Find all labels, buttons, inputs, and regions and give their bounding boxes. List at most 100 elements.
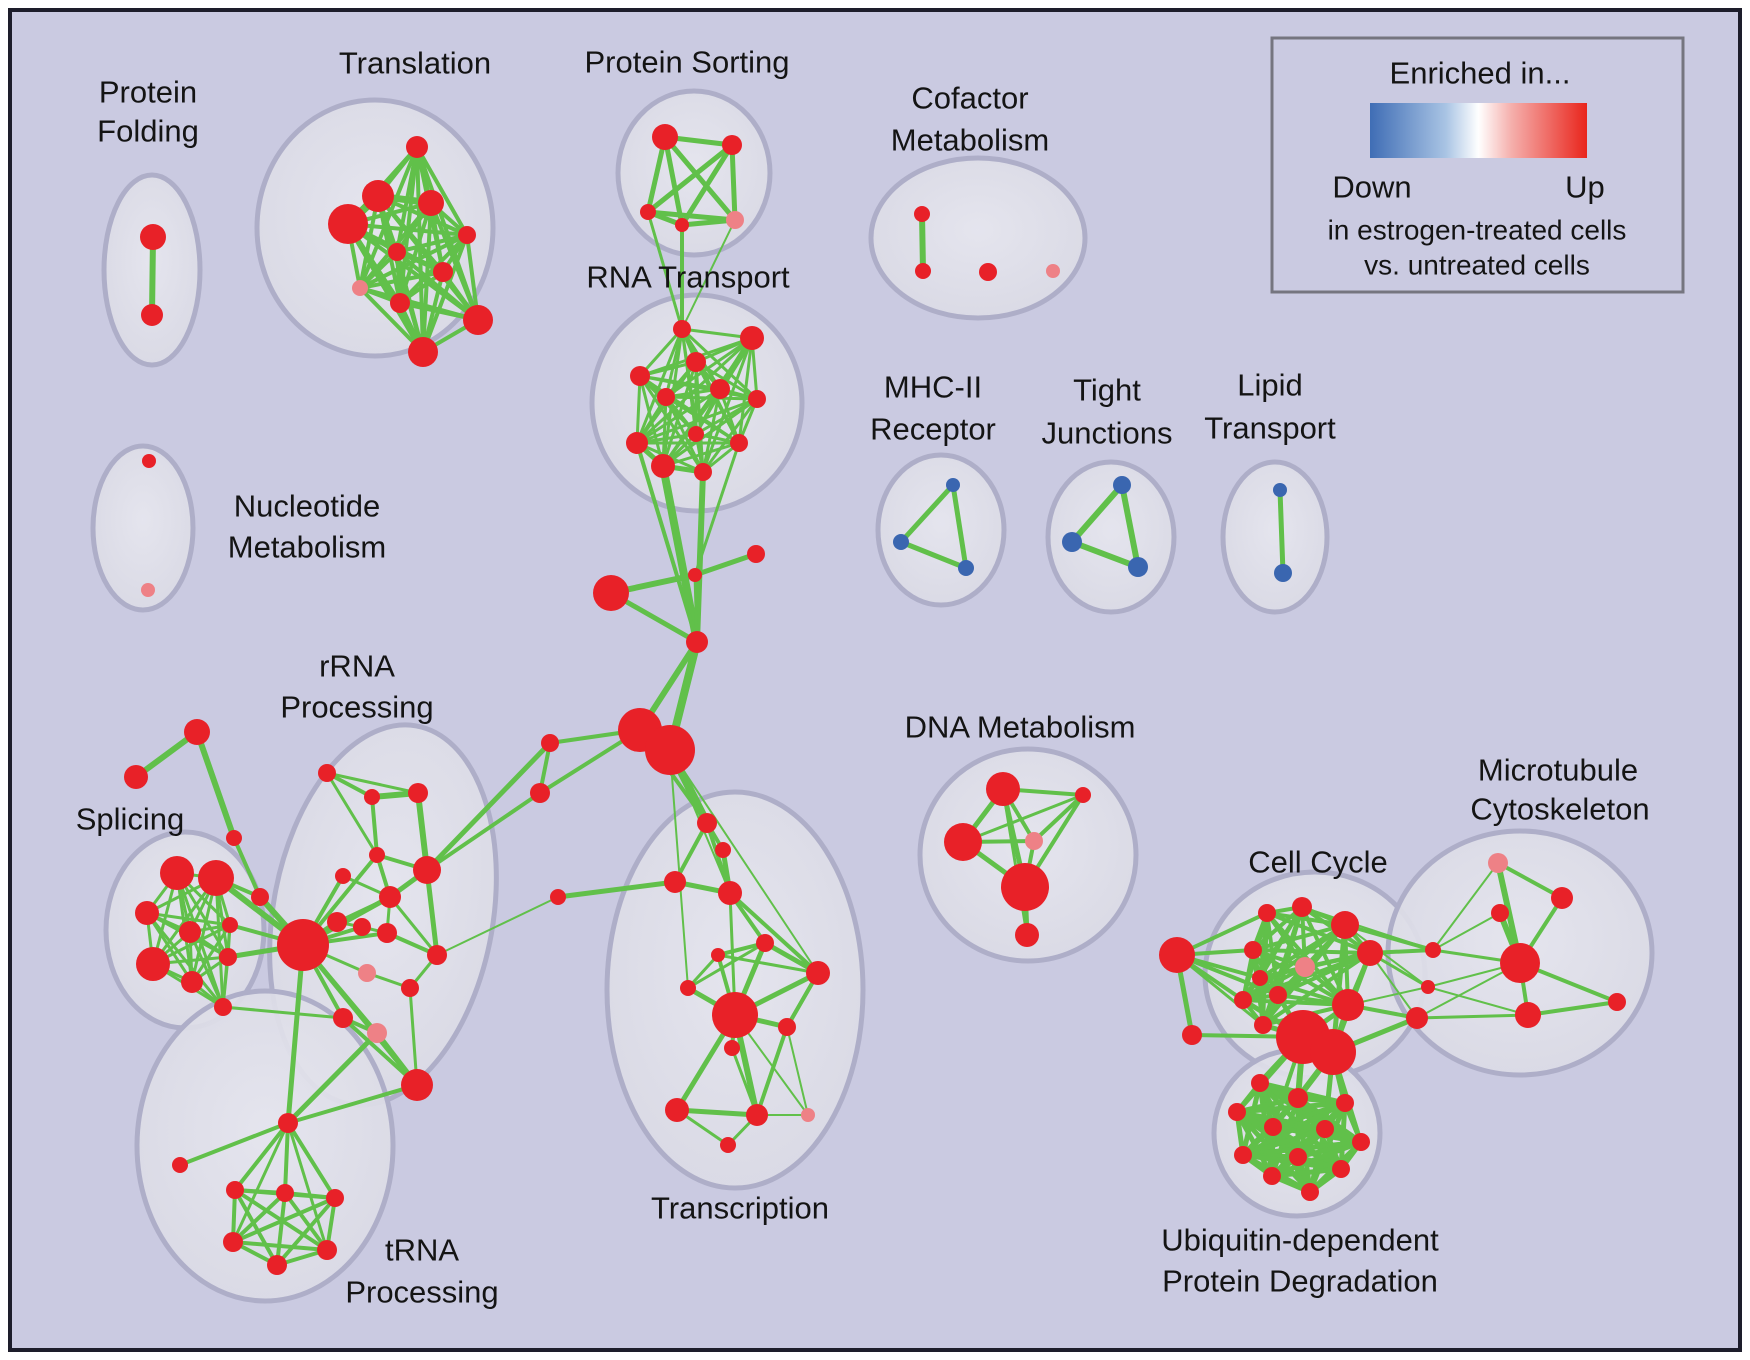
node-dm4[interactable] <box>1025 832 1043 850</box>
node-tr5[interactable] <box>458 226 476 244</box>
node-dm5[interactable] <box>1001 863 1049 911</box>
node-ps2[interactable] <box>722 135 742 155</box>
node-cn5[interactable] <box>541 734 559 752</box>
node-ts10[interactable] <box>801 1108 815 1122</box>
node-sp7[interactable] <box>181 971 203 993</box>
node-dm6[interactable] <box>1015 923 1039 947</box>
node-sp2[interactable] <box>198 860 234 896</box>
node-rr17[interactable] <box>401 1069 433 1101</box>
node-tp1[interactable] <box>278 1113 298 1133</box>
node-tj1[interactable] <box>1113 476 1131 494</box>
node-dm3[interactable] <box>944 823 982 861</box>
node-ch4[interactable] <box>718 881 742 905</box>
node-rr2[interactable] <box>364 789 380 805</box>
node-ps3[interactable] <box>640 204 656 220</box>
node-cc8[interactable] <box>1252 970 1268 986</box>
node-ps1[interactable] <box>652 124 678 150</box>
node-ts9[interactable] <box>746 1104 768 1126</box>
node-tr8[interactable] <box>352 280 368 296</box>
node-ub12[interactable] <box>1301 1183 1319 1201</box>
node-rr11[interactable] <box>377 923 397 943</box>
node-cc7[interactable] <box>1244 941 1262 959</box>
node-rr5[interactable] <box>335 868 351 884</box>
node-sp4[interactable] <box>179 921 201 943</box>
node-sp5[interactable] <box>222 917 238 933</box>
node-rt5[interactable] <box>657 388 675 406</box>
node-cc2[interactable] <box>1182 1025 1202 1045</box>
node-rt12[interactable] <box>694 463 712 481</box>
node-ps4[interactable] <box>675 218 689 232</box>
node-mc4[interactable] <box>1500 943 1540 983</box>
node-ts1[interactable] <box>756 934 774 952</box>
node-cn6[interactable] <box>530 783 550 803</box>
node-cc6[interactable] <box>1357 940 1383 966</box>
node-tp3[interactable] <box>226 1181 244 1199</box>
node-ub7[interactable] <box>1352 1133 1370 1151</box>
node-ub6[interactable] <box>1316 1120 1334 1138</box>
node-rt1[interactable] <box>673 320 691 338</box>
node-ts8[interactable] <box>665 1098 689 1122</box>
node-ts11[interactable] <box>720 1137 736 1153</box>
node-cn3[interactable] <box>593 575 629 611</box>
node-ts2[interactable] <box>806 961 830 985</box>
node-tp5[interactable] <box>326 1189 344 1207</box>
node-tp6[interactable] <box>223 1232 243 1252</box>
node-pf2[interactable] <box>141 304 163 326</box>
node-tr3[interactable] <box>418 190 444 216</box>
node-cc3[interactable] <box>1258 904 1276 922</box>
node-sp3[interactable] <box>135 901 159 925</box>
node-mc5[interactable] <box>1515 1002 1541 1028</box>
node-mh2[interactable] <box>893 534 909 550</box>
node-sp1[interactable] <box>160 856 194 890</box>
node-cc18[interactable] <box>1406 1007 1428 1029</box>
node-rt4[interactable] <box>630 366 650 386</box>
node-ub3[interactable] <box>1336 1094 1354 1112</box>
node-cc15[interactable] <box>1310 1029 1356 1075</box>
node-cm1[interactable] <box>914 206 930 222</box>
node-rr10[interactable] <box>353 918 371 936</box>
node-ts7[interactable] <box>724 1040 740 1056</box>
node-ub11[interactable] <box>1263 1167 1281 1185</box>
node-cc4[interactable] <box>1292 897 1312 917</box>
node-mc1[interactable] <box>1488 853 1508 873</box>
node-ch3[interactable] <box>664 871 686 893</box>
node-rr9[interactable] <box>327 912 347 932</box>
node-rt7[interactable] <box>748 390 766 408</box>
node-cc10[interactable] <box>1234 991 1252 1009</box>
node-tj2[interactable] <box>1062 532 1082 552</box>
node-rt2[interactable] <box>740 326 764 350</box>
node-st2[interactable] <box>124 765 148 789</box>
node-cn2[interactable] <box>688 568 702 582</box>
node-rt11[interactable] <box>651 454 675 478</box>
node-sp8[interactable] <box>219 948 237 966</box>
node-mc2[interactable] <box>1551 887 1573 909</box>
node-tr9[interactable] <box>390 293 410 313</box>
node-rr8[interactable] <box>277 919 329 971</box>
node-tp2[interactable] <box>172 1157 188 1173</box>
node-tr11[interactable] <box>408 337 438 367</box>
node-ch2[interactable] <box>715 842 731 858</box>
node-lt2[interactable] <box>1274 564 1292 582</box>
node-rr1[interactable] <box>318 764 336 782</box>
node-cn1[interactable] <box>747 545 765 563</box>
node-nm1[interactable] <box>142 454 156 468</box>
node-sp6[interactable] <box>136 947 170 981</box>
node-cc9[interactable] <box>1295 957 1315 977</box>
node-ub1[interactable] <box>1251 1074 1269 1092</box>
node-st1[interactable] <box>184 719 210 745</box>
node-ts3[interactable] <box>680 980 696 996</box>
node-ub10[interactable] <box>1332 1160 1350 1178</box>
node-rt9[interactable] <box>688 426 704 442</box>
node-ts6[interactable] <box>778 1018 796 1036</box>
node-tr1[interactable] <box>406 136 428 158</box>
node-cc17[interactable] <box>1421 980 1435 994</box>
node-rt3[interactable] <box>686 352 706 372</box>
node-rr14[interactable] <box>333 1008 353 1028</box>
node-rr15[interactable] <box>427 945 447 965</box>
node-dm2[interactable] <box>1075 787 1091 803</box>
node-rr4[interactable] <box>369 847 385 863</box>
node-nm2[interactable] <box>141 583 155 597</box>
node-ub4[interactable] <box>1228 1103 1246 1121</box>
node-ub8[interactable] <box>1234 1146 1252 1164</box>
node-cnsp[interactable] <box>251 888 269 906</box>
